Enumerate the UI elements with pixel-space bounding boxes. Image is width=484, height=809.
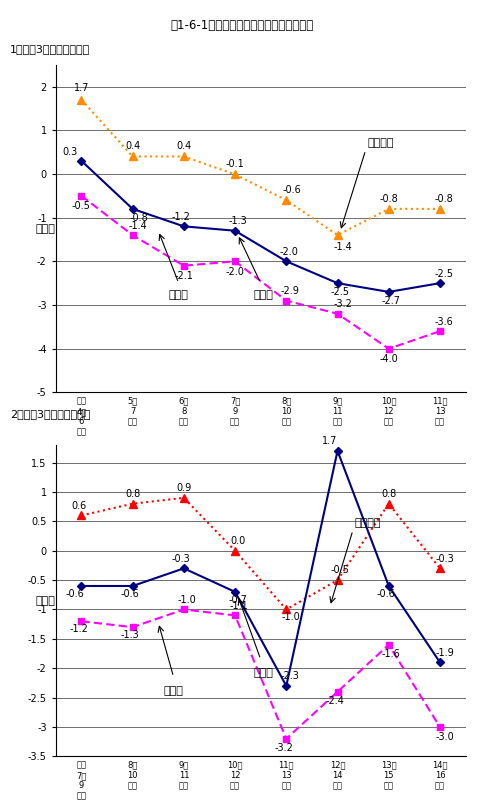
Text: -1.2: -1.2 — [69, 625, 88, 634]
Text: -2.3: -2.3 — [280, 671, 299, 681]
Text: -1.3: -1.3 — [228, 216, 246, 227]
Text: -3.2: -3.2 — [333, 299, 351, 309]
Text: -1.2: -1.2 — [171, 212, 190, 222]
Text: 製造業: 製造業 — [163, 686, 183, 696]
Text: -3.2: -3.2 — [274, 743, 292, 753]
Text: -1.4: -1.4 — [128, 221, 147, 231]
Text: -2.9: -2.9 — [280, 286, 299, 296]
Text: -4.0: -4.0 — [378, 354, 397, 364]
Text: 0.8: 0.8 — [125, 489, 140, 499]
Text: -2.5: -2.5 — [434, 269, 453, 279]
Text: -1.0: -1.0 — [280, 612, 299, 622]
Text: -1.9: -1.9 — [435, 648, 454, 658]
Text: -0.8: -0.8 — [434, 193, 453, 204]
Text: -1.0: -1.0 — [177, 595, 196, 605]
Text: 第1-6-1図　雇用者数増減率（年度平均）: 第1-6-1図 雇用者数増減率（年度平均） — [170, 19, 314, 32]
Text: -2.7: -2.7 — [381, 296, 400, 306]
Text: -0.7: -0.7 — [228, 595, 246, 605]
Text: 非製造業: 非製造業 — [354, 519, 380, 528]
Text: -0.8: -0.8 — [129, 213, 148, 222]
Text: -1.3: -1.3 — [121, 630, 139, 640]
Text: -3.0: -3.0 — [435, 731, 454, 742]
Text: -1.6: -1.6 — [381, 650, 400, 659]
Text: 0.9: 0.9 — [176, 483, 191, 493]
Text: 1.7: 1.7 — [74, 83, 89, 93]
Text: 0.4: 0.4 — [176, 142, 191, 151]
Text: -0.5: -0.5 — [330, 565, 349, 575]
Text: -1.4: -1.4 — [333, 242, 351, 252]
Text: -3.6: -3.6 — [434, 317, 453, 327]
Text: -0.1: -0.1 — [225, 159, 244, 169]
Text: 製造業: 製造業 — [168, 290, 188, 299]
Text: -0.6: -0.6 — [282, 185, 300, 195]
Text: -0.3: -0.3 — [435, 553, 454, 564]
Text: 全産業: 全産業 — [253, 668, 272, 678]
Text: -0.8: -0.8 — [378, 193, 397, 204]
Text: 0.3: 0.3 — [62, 147, 77, 157]
Text: -0.3: -0.3 — [171, 553, 190, 564]
Text: -0.6: -0.6 — [121, 589, 139, 599]
Text: -0.6: -0.6 — [376, 589, 395, 599]
Text: 全産業: 全産業 — [253, 290, 272, 299]
Text: 非製造業: 非製造業 — [366, 138, 393, 148]
Text: -2.0: -2.0 — [225, 267, 244, 277]
Text: （％）: （％） — [36, 223, 56, 234]
Text: 0.0: 0.0 — [229, 536, 245, 546]
Text: 0.8: 0.8 — [380, 489, 395, 499]
Text: -2.5: -2.5 — [330, 287, 349, 297]
Text: -2.4: -2.4 — [325, 697, 344, 706]
Text: 1.7: 1.7 — [321, 436, 337, 446]
Text: 0.4: 0.4 — [125, 142, 140, 151]
Text: -0.5: -0.5 — [72, 201, 91, 211]
Text: 2．今後3年間（業種別）: 2．今後3年間（業種別） — [10, 409, 90, 418]
Text: -0.6: -0.6 — [66, 589, 84, 599]
Text: -2.1: -2.1 — [174, 271, 193, 281]
Text: -2.0: -2.0 — [279, 247, 298, 257]
Text: （％）: （％） — [36, 595, 56, 606]
Text: 1．過去3年間（業種別）: 1．過去3年間（業種別） — [10, 44, 90, 54]
Text: 0.6: 0.6 — [71, 501, 86, 510]
Text: -1.1: -1.1 — [229, 600, 248, 611]
